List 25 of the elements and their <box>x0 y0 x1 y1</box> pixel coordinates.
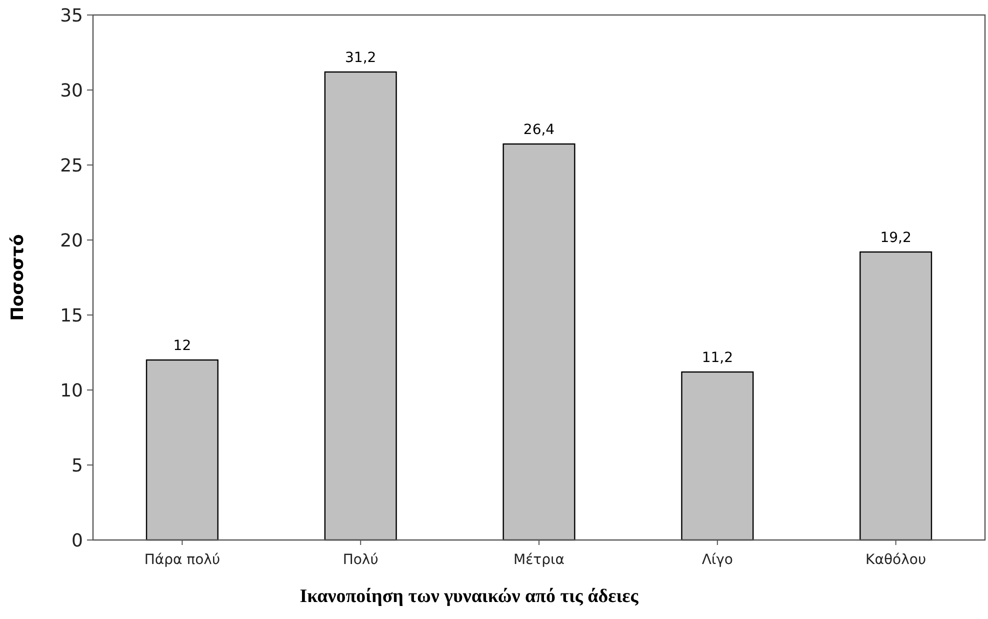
y-tick-label: 30 <box>60 80 83 102</box>
x-tick-label: Μέτρια <box>514 552 564 568</box>
x-tick-label: Πολύ <box>342 552 378 568</box>
x-tick-label: Καθόλου <box>866 552 926 568</box>
bar <box>860 251 932 541</box>
x-tick-label: Πάρα πολύ <box>144 552 220 568</box>
y-tick-label: 15 <box>60 305 83 326</box>
bar <box>324 71 397 541</box>
y-axis-title: Ποσοστό <box>8 234 28 321</box>
bar <box>681 371 754 541</box>
x-tick-label: Λίγο <box>702 552 733 568</box>
bar <box>146 359 218 541</box>
data-label: 26,4 <box>523 122 555 138</box>
y-tick-label: 20 <box>60 230 83 252</box>
bar <box>502 143 576 541</box>
y-tick-label: 5 <box>72 455 83 476</box>
data-label: 19,2 <box>880 230 912 246</box>
y-tick-label: 25 <box>60 155 83 176</box>
data-label: 11,2 <box>702 350 733 366</box>
y-tick-label: 35 <box>60 5 83 26</box>
x-axis-title: Ικανοποίηση των γυναικών από τις άδειες <box>300 586 640 607</box>
y-tick-label: 10 <box>60 380 83 402</box>
data-label: 31,2 <box>345 50 376 66</box>
y-tick-label: 0 <box>72 530 83 552</box>
data-label: 12 <box>173 338 192 354</box>
